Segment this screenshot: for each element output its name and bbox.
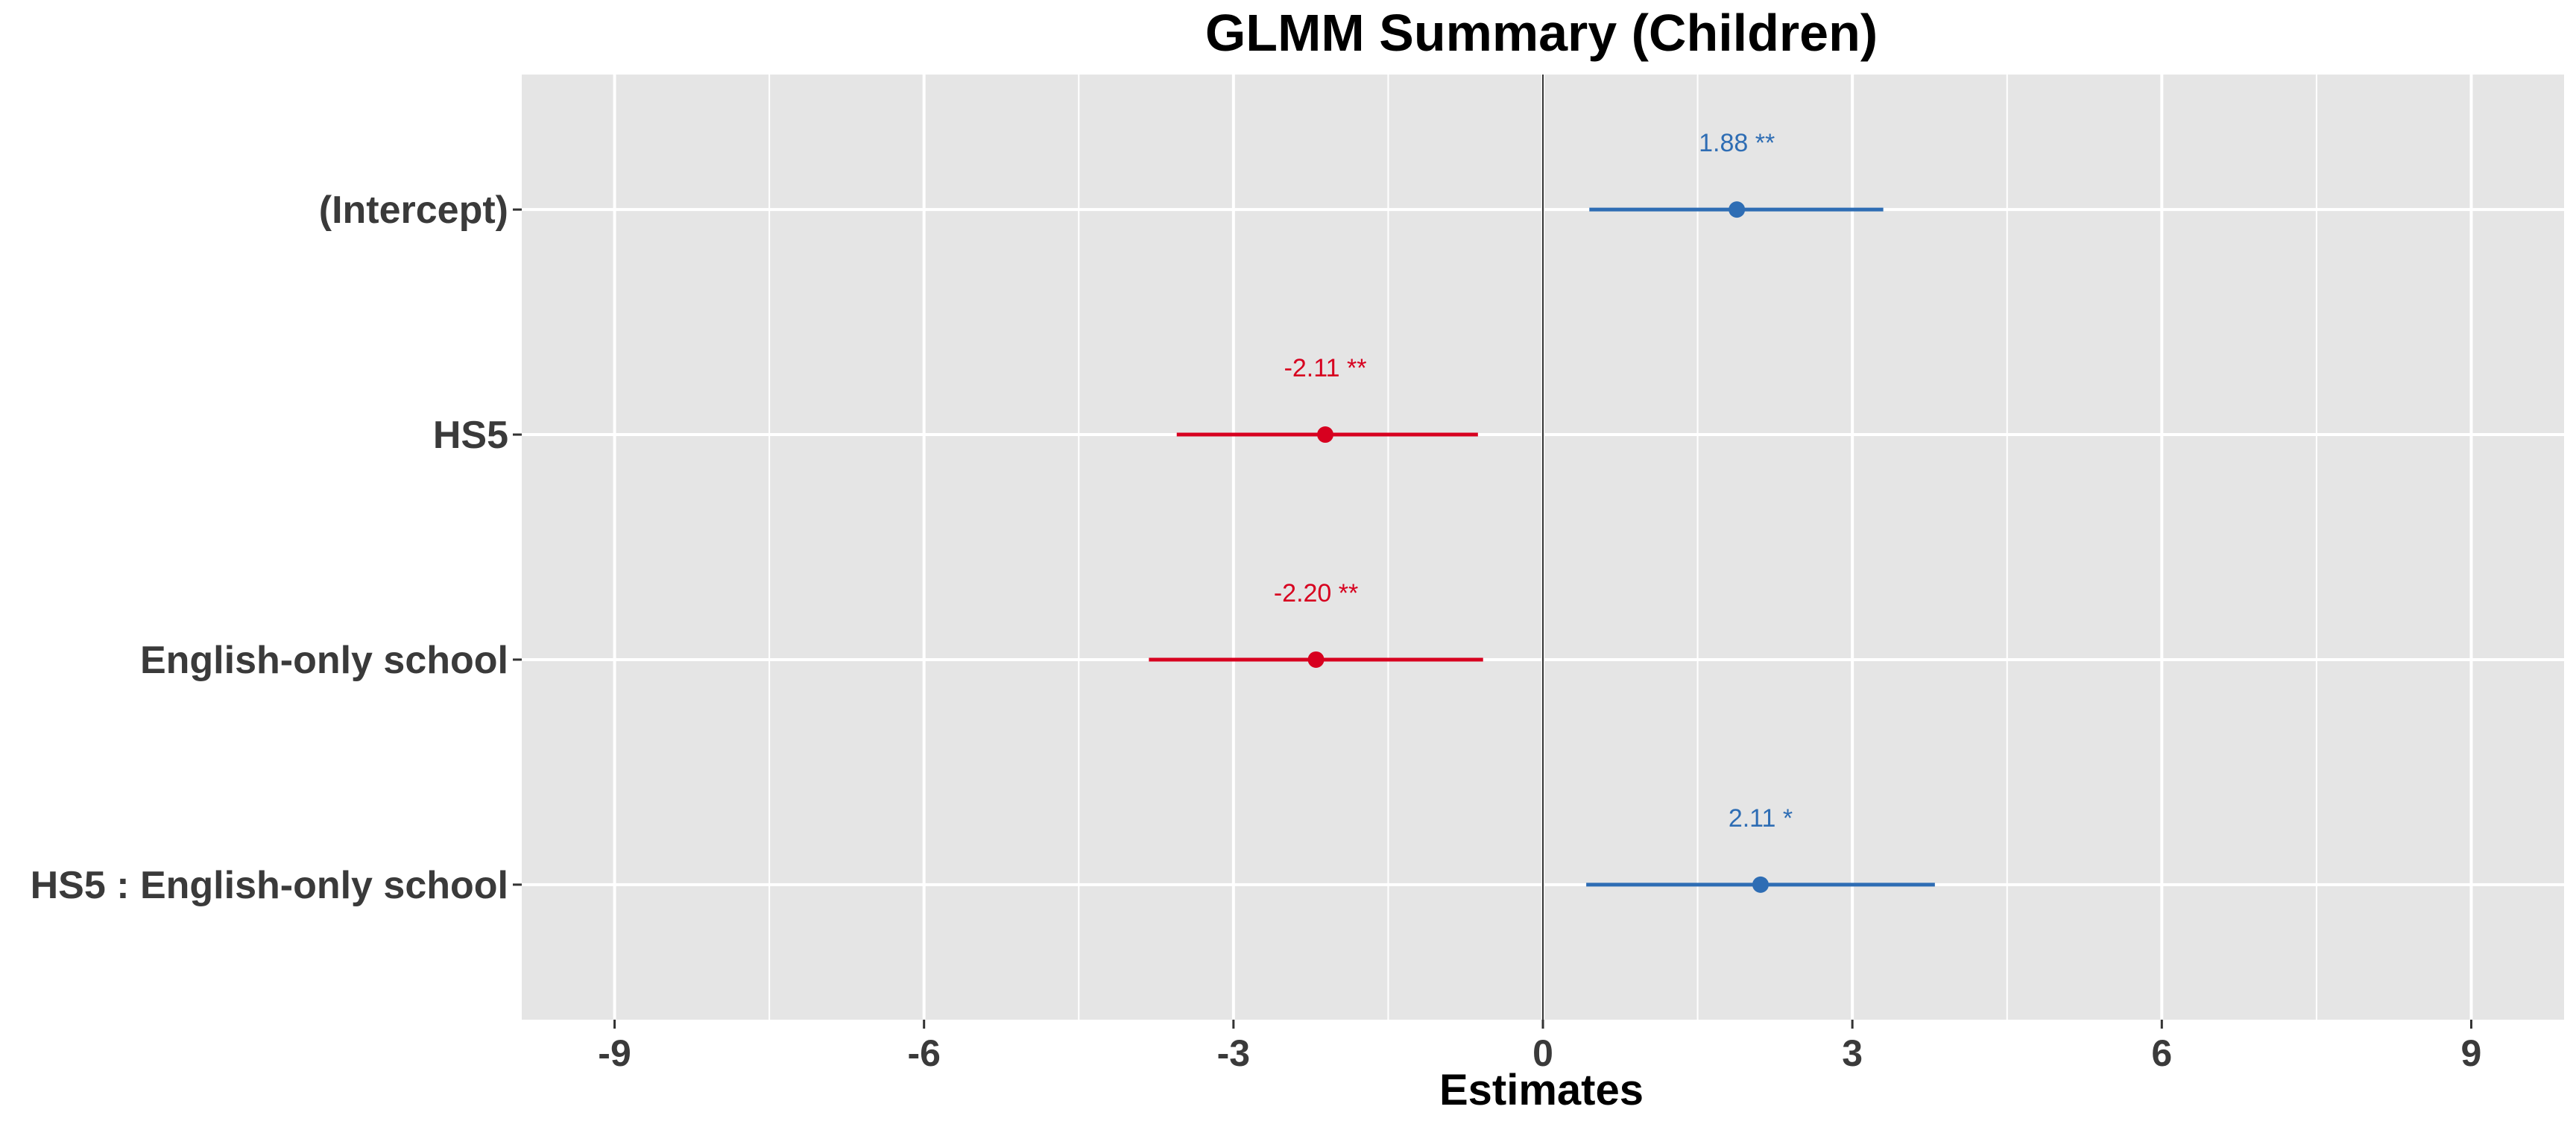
data-label: 2.11 * <box>1729 804 1793 833</box>
data-label: 1.88 ** <box>1699 129 1775 157</box>
x-axis-title: Estimates <box>1439 1066 1644 1114</box>
estimate-point <box>1752 876 1769 893</box>
y-tick-label: HS5 : English-only school <box>31 864 508 907</box>
estimate-point <box>1317 426 1334 443</box>
x-tick-label: -3 <box>1217 1032 1250 1074</box>
x-axis: -9 -6 -3 0 3 6 9 <box>598 1020 2481 1074</box>
estimate-point <box>1307 651 1325 668</box>
x-tick-label: -9 <box>598 1032 631 1074</box>
x-tick-label: 6 <box>2151 1032 2172 1074</box>
chart-marks: 1.88 ** -2.11 ** -2.20 ** 2.11 * <box>1149 129 1935 893</box>
data-label: -2.20 ** <box>1274 579 1358 607</box>
x-tick-label: -6 <box>907 1032 940 1074</box>
chart-title: GLMM Summary (Children) <box>1205 4 1878 62</box>
y-tick-label: HS5 <box>433 414 508 457</box>
x-tick-label: 9 <box>2461 1032 2482 1074</box>
y-tick-label: English-only school <box>140 639 508 682</box>
data-label: -2.11 ** <box>1284 354 1367 382</box>
y-tick-label: (Intercept) <box>319 189 508 232</box>
y-axis: (Intercept) HS5 English-only school HS5 : E… <box>31 189 522 907</box>
x-tick-label: 3 <box>1842 1032 1863 1074</box>
estimate-point <box>1729 201 1746 218</box>
x-tick-label: 0 <box>1532 1032 1553 1074</box>
